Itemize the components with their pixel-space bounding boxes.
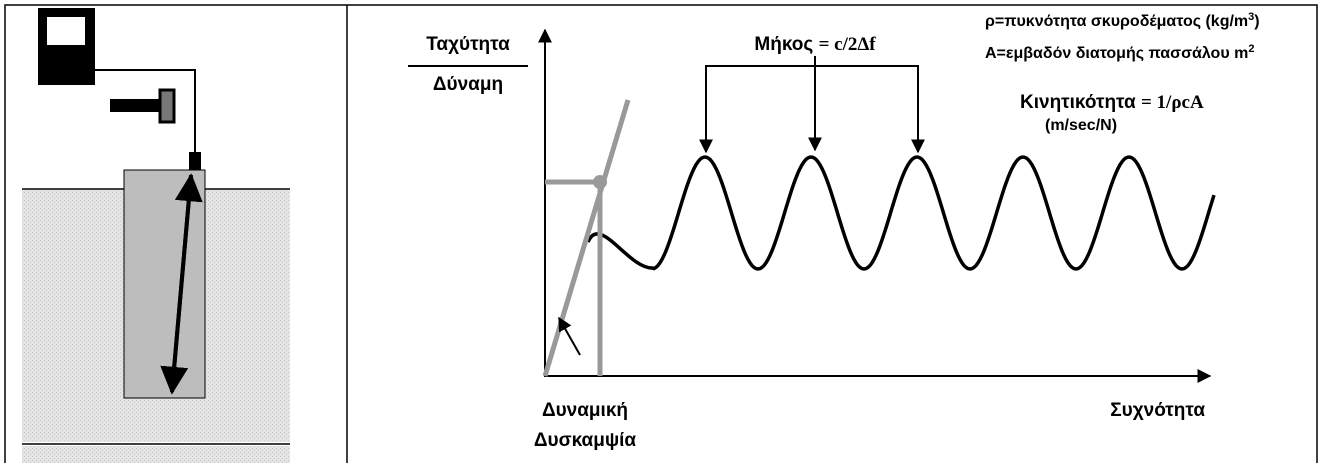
density-close: ) <box>1254 13 1259 30</box>
page: { "graph": { "y_label_top": "Ταχύτητα", … <box>0 0 1322 463</box>
pile-diagram <box>22 8 290 463</box>
stiffness-arrow <box>559 318 580 355</box>
area-sup: 2 <box>1248 43 1254 55</box>
length-bracket <box>706 66 918 150</box>
density-note: ρ=πυκνότητα σκυροδέματος (kg/m3) <box>985 11 1260 30</box>
mobility-formula: = 1/ρcA <box>1141 92 1204 113</box>
mobility-word: Κινητικότητα <box>1020 92 1136 113</box>
hammer-handle <box>110 99 162 112</box>
y-label-top: Ταχύτητα <box>426 34 510 55</box>
length-word: Μήκος <box>754 34 813 55</box>
mobility-units: (m/sec/N) <box>1045 117 1117 134</box>
graph: Ταχύτητα Δύναμη Συχνότητα Μήκος = c/2Δf … <box>408 11 1260 451</box>
pile <box>124 170 205 398</box>
soil-base <box>22 446 290 463</box>
figure: Ταχύτητα Δύναμη Συχνότητα Μήκος = c/2Δf … <box>0 0 1322 463</box>
length-label: Μήκος = c/2Δf <box>754 34 876 55</box>
cable <box>95 70 195 155</box>
length-formula: = c/2Δf <box>819 34 877 55</box>
density-text: ρ=πυκνότητα σκυροδέματος (kg/m <box>985 13 1248 30</box>
area-text: Α=εμβαδόν διατομής πασσάλου m <box>985 45 1248 62</box>
mobility-curve <box>588 157 1214 269</box>
mobility-label: Κινητικότητα = 1/ρcA <box>1020 92 1204 113</box>
area-note: Α=εμβαδόν διατομής πασσάλου m2 <box>985 43 1254 62</box>
stiffness-label-1: Δυναμική <box>542 400 628 421</box>
x-label: Συχνότητα <box>1110 400 1205 421</box>
device-screen <box>47 17 85 45</box>
hammer-head <box>160 90 174 122</box>
stiffness-point <box>593 175 607 189</box>
y-label-bottom: Δύναμη <box>433 74 503 95</box>
stiffness-label-2: Δυσκαμψία <box>534 430 637 451</box>
stiffness-line <box>545 100 628 376</box>
sensor <box>189 152 201 170</box>
